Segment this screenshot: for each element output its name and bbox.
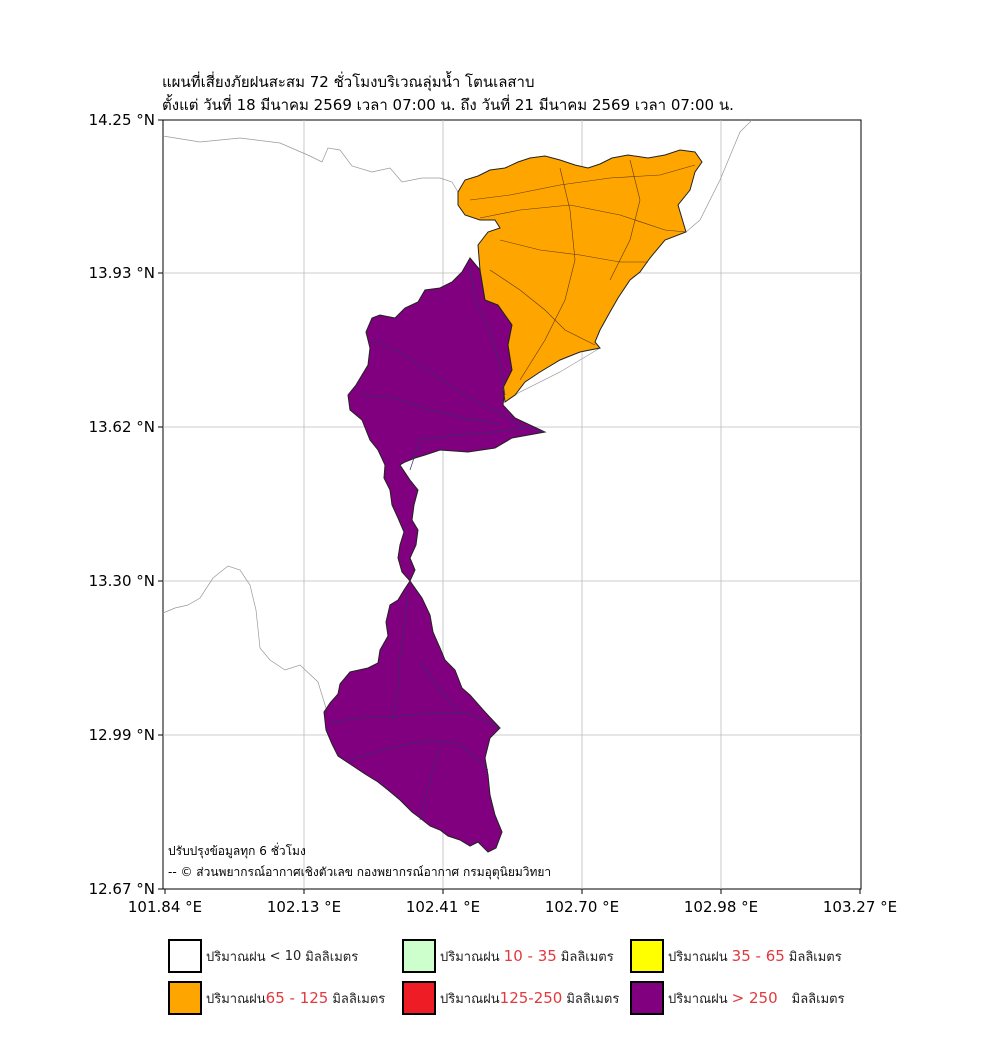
y-tick-label: 13.30 °N [88, 572, 155, 590]
legend-swatch [168, 981, 202, 1015]
legend-unit: มิลลิเมตร [566, 991, 620, 1007]
legend-unit: มิลลิเมตร [332, 991, 386, 1007]
legend-item: ปริมาณฝน 125-250 มิลลิเมตร [402, 981, 619, 1015]
x-tick-label: 102.98 °E [683, 898, 759, 916]
y-tick-label: 13.93 °N [88, 264, 155, 282]
y-tick-label: 13.62 °N [88, 418, 155, 436]
legend-label: ปริมาณฝน [440, 991, 500, 1007]
river-network-ne [469, 159, 696, 381]
x-tick-label: 102.13 °E [266, 898, 342, 916]
legend-unit: มิลลิเมตร [560, 949, 614, 965]
x-tick-label: 102.41 °E [405, 898, 481, 916]
legend-unit: มิลลิเมตร [791, 991, 845, 1007]
legend-label: ปริมาณฝน [206, 991, 266, 1007]
tick-marks [158, 119, 861, 894]
river-network [329, 264, 546, 821]
legend-item: ปริมาณฝน > 250 มิลลิเมตร [630, 981, 845, 1015]
legend-label: ปริมาณฝน [440, 949, 500, 965]
legend-item: ปริมาณฝน 10 - 35 มิลลิเมตร [402, 939, 614, 973]
y-tick-label: 12.99 °N [88, 726, 155, 744]
region-central-sub-basin [347, 257, 547, 582]
legend-unit: มิลลิเมตร [305, 949, 359, 965]
map-title: แผนที่เสี่ยงภัยฝนสะสม 72 ชั่วโมงบริเวณลุ… [162, 73, 535, 91]
legend-label: ปริมาณฝน [668, 991, 728, 1007]
legend-label: ปริมาณฝน [206, 949, 266, 965]
region-southern-sub-basin [323, 580, 503, 853]
legend-item: ปริมาณฝน 35 - 65 มิลลิเมตร [630, 939, 842, 973]
x-tick-label: 103.27 °E [822, 898, 898, 916]
legend-range: < 10 [269, 948, 302, 964]
x-tick-label: 102.70 °E [544, 898, 620, 916]
country-border-lines [162, 119, 753, 709]
legend-unit: มิลลิเมตร [788, 949, 842, 965]
legend-item: ปริมาณฝน < 10 มิลลิเมตร [168, 939, 358, 973]
legend-range: > 250 [731, 989, 778, 1007]
legend-swatch [402, 939, 436, 973]
legend-swatch [630, 981, 664, 1015]
y-tick-label: 14.25 °N [88, 111, 155, 129]
update-note: ปรับปรุงข้อมูลทุก 6 ชั่วโมง [168, 844, 306, 858]
legend-range: 65 - 125 [265, 989, 329, 1007]
legend-swatch [402, 981, 436, 1015]
credit-note: -- © ส่วนพยากรณ์อากาศเชิงตัวเลข กองพยากร… [168, 865, 552, 879]
x-tick-label: 101.84 °E [127, 898, 203, 916]
legend-swatch [168, 939, 202, 973]
legend-swatch [630, 939, 664, 973]
legend-range: 35 - 65 [731, 947, 785, 965]
map-subtitle-date-range: ตั้งแต่ วันที่ 18 มีนาคม 2569 เวลา 07:00… [162, 96, 734, 114]
y-tick-label: 12.67 °N [88, 880, 155, 898]
legend-range: 125-250 [499, 989, 563, 1007]
legend-label: ปริมาณฝน [668, 949, 728, 965]
region-northeast-sub-basin [457, 149, 703, 403]
legend-range: 10 - 35 [503, 947, 557, 965]
legend-item: ปริมาณฝน 65 - 125 มิลลิเมตร [168, 981, 385, 1015]
